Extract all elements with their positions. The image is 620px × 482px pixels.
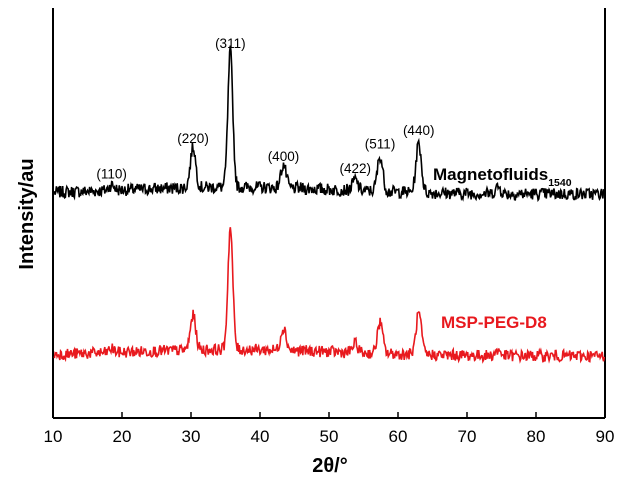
peak-label: (311) [215, 36, 246, 51]
series-lines [53, 45, 606, 364]
series-label-magnetofluids-subscript: 1540 [548, 177, 572, 189]
peak-label: (422) [339, 161, 371, 176]
x-ticks [52, 412, 606, 418]
x-tick-label: 10 [44, 427, 63, 446]
x-tick-label: 20 [113, 427, 132, 446]
x-tick-label: 80 [527, 427, 546, 446]
x-tick-label: 40 [251, 427, 270, 446]
x-tick-labels: 10 20 30 40 50 60 70 80 90 [44, 427, 615, 446]
x-tick-label: 30 [182, 427, 201, 446]
peak-label: (110) [96, 167, 127, 182]
series-label-magnetofluids: Magnetofluids1540 [433, 165, 572, 189]
peak-label: (400) [268, 149, 300, 164]
x-tick-label: 70 [458, 427, 477, 446]
x-tick-label: 60 [389, 427, 408, 446]
peak-label: (220) [177, 131, 209, 146]
series-line-msp-peg-d8 [53, 227, 606, 364]
peak-label: (511) [365, 137, 396, 152]
peak-label: (440) [403, 123, 435, 138]
x-tick-label: 90 [596, 427, 615, 446]
series-label-msp-peg-d8: MSP-PEG-D8 [441, 313, 547, 332]
peak-labels: (110) (220) (311) (400) (422) (511) (440) [96, 36, 434, 182]
plot-area: 10 20 30 40 50 60 70 80 90 (110)(220)(311)(400)(… [44, 8, 615, 446]
y-axis-title: Intensity/au [16, 158, 38, 269]
series-label-magnetofluids-name: Magnetofluids [433, 165, 548, 184]
x-tick-label: 50 [320, 427, 339, 446]
x-axis-title: 2θ/° [312, 455, 348, 477]
series-line-magnetofluids [53, 45, 606, 203]
